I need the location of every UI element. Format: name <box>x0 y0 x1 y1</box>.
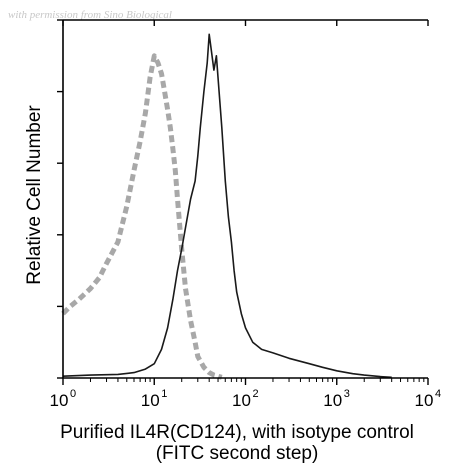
x-tick-label: 10 <box>323 391 342 410</box>
x-tick-label-exponent: 2 <box>253 388 259 400</box>
series-isotype-control <box>61 53 223 380</box>
x-axis-ticks <box>62 20 429 385</box>
x-tick-label: 10 <box>232 391 251 410</box>
x-tick-label: 10 <box>415 391 434 410</box>
y-axis-title: Relative Cell Number <box>24 105 45 285</box>
series-layer <box>61 33 392 380</box>
y-axis-ticks <box>57 19 63 379</box>
x-axis-title-line-2: (FITC second step) <box>156 443 319 464</box>
watermark: with permission from Sino Biological <box>8 9 172 21</box>
x-tick-label: 10 <box>141 391 160 410</box>
plot-frame <box>62 19 428 379</box>
series-IL4R <box>62 33 392 379</box>
x-tick-label-exponent: 0 <box>70 388 76 400</box>
x-tick-label-exponent: 3 <box>344 388 350 400</box>
x-axis-title-line-1: Purified IL4R(CD124), with isotype contr… <box>60 422 414 443</box>
x-axis-tick-labels: 10 0 10 1 10 2 10 3 10 4 <box>50 388 442 410</box>
x-tick-label-exponent: 4 <box>435 388 441 400</box>
x-tick-label-exponent: 1 <box>161 388 167 400</box>
x-tick-label: 10 <box>50 391 69 410</box>
